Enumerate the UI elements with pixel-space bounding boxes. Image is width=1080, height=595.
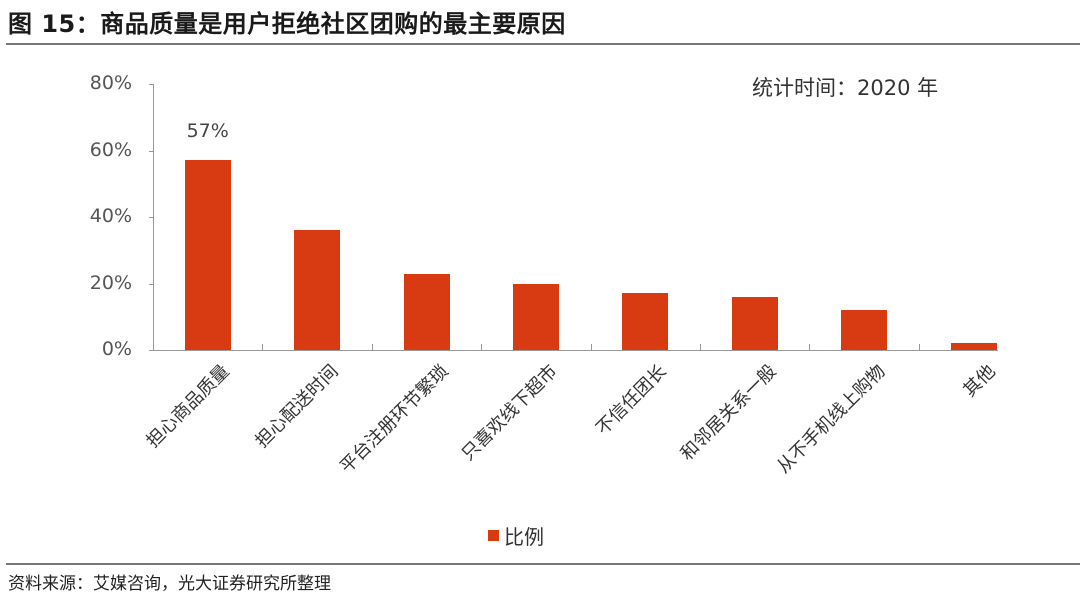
x-category-label: 从不手机线上购物: [773, 360, 890, 478]
x-tick-mark: [590, 344, 592, 350]
y-tick-mark: [149, 283, 154, 285]
legend-label: 比例: [504, 525, 544, 549]
bar: [294, 230, 341, 350]
bar: [184, 160, 231, 350]
y-tick-mark: [149, 217, 154, 218]
bar: [512, 283, 559, 350]
legend: 比例: [488, 521, 544, 550]
x-tick-mark: [809, 344, 811, 350]
x-tick-mark: [481, 344, 483, 350]
source-note: 资料来源：艾媒咨询，光大证券研究所整理: [8, 574, 331, 594]
x-axis: [153, 350, 998, 351]
x-category-label: 平台注册环节繁琐: [335, 360, 453, 478]
x-tick-mark: [371, 344, 373, 350]
x-tick-mark: [918, 344, 920, 350]
x-category-label: 担心商品质量: [142, 360, 234, 453]
y-tick-label: 20%: [89, 271, 132, 294]
bar: [841, 310, 888, 350]
y-tick-label: 60%: [89, 138, 132, 161]
title-divider: [6, 43, 1080, 45]
x-tick-mark: [700, 344, 701, 350]
stat-period-note: 统计时间：2020 年: [752, 76, 939, 100]
x-category-label: 担心配送时间: [251, 360, 343, 453]
footer-divider: [6, 563, 1080, 565]
bar: [950, 343, 997, 350]
bar: [731, 296, 778, 350]
y-tick-label: 40%: [89, 205, 132, 227]
x-category-label: 其他: [958, 360, 1000, 402]
x-category-label: 和邻居关系一般: [676, 360, 781, 465]
chart-title: 图 15：商品质量是用户拒绝社区团购的最主要原因: [8, 10, 566, 38]
y-tick-mark: [149, 150, 154, 152]
bar: [622, 293, 669, 350]
legend-swatch: [488, 530, 499, 541]
bar: [403, 273, 450, 350]
bar-value-label: 57%: [186, 120, 229, 143]
x-category-label: 只喜欢线下超市: [457, 360, 562, 465]
x-tick-mark: [262, 344, 264, 350]
y-tick-label: 80%: [89, 72, 132, 94]
y-tick-label: 0%: [101, 338, 132, 360]
x-category-label: 不信任团长: [592, 360, 671, 440]
y-tick-mark: [149, 350, 154, 351]
y-tick-mark: [149, 84, 154, 85]
